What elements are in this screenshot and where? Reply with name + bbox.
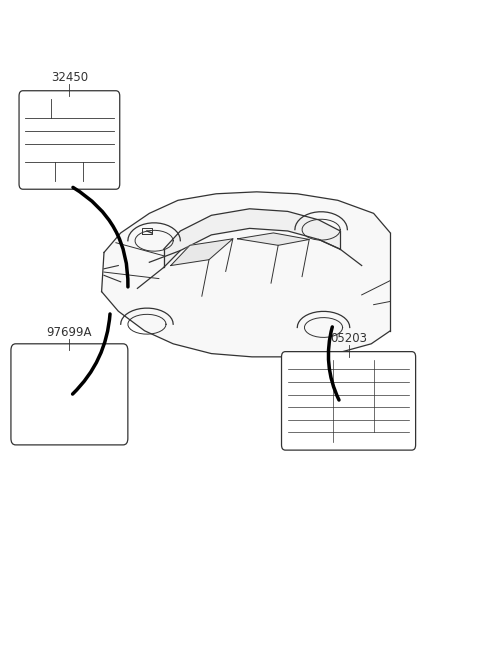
FancyBboxPatch shape [19,91,120,189]
FancyBboxPatch shape [11,344,128,445]
Polygon shape [171,239,233,265]
Text: 97699A: 97699A [47,326,92,339]
Text: 05203: 05203 [330,332,367,345]
Polygon shape [238,233,309,246]
FancyBboxPatch shape [281,352,416,450]
Text: 32450: 32450 [51,71,88,84]
Polygon shape [164,209,340,267]
Polygon shape [102,192,390,357]
